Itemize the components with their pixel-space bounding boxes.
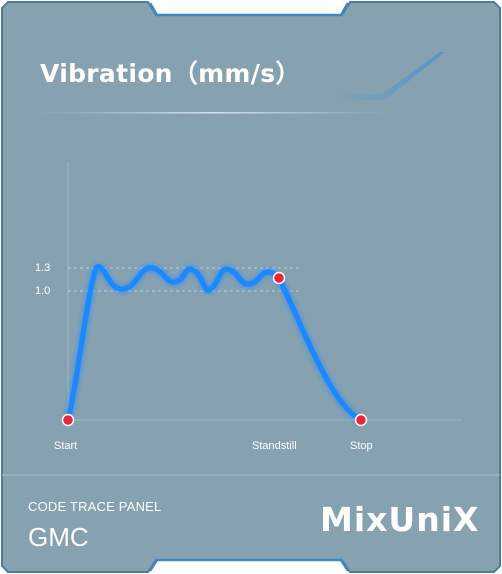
title-accent-stroke <box>330 52 445 100</box>
chart-area <box>61 162 462 427</box>
marker-stop <box>354 413 368 427</box>
footer-label: CODE TRACE PANEL <box>28 499 162 514</box>
brand-logo: MixUniX <box>320 500 480 539</box>
marker-start <box>61 413 75 427</box>
series-line-vibration <box>65 264 364 423</box>
marker-standstill <box>272 271 286 285</box>
panel-title: Vibration（mm/s） <box>40 59 301 88</box>
x-label-standstill: Standstill <box>252 440 297 452</box>
x-label-stop: Stop <box>350 440 373 452</box>
bottom-notch-accent <box>148 558 350 572</box>
y-tick-label-1-3: 1.3 <box>35 262 51 274</box>
y-tick-label-1-0: 1.0 <box>35 285 51 297</box>
title-underline <box>38 112 388 114</box>
footer-code: GMC <box>28 522 89 552</box>
x-label-start: Start <box>54 440 78 452</box>
top-notch-accent <box>148 2 350 17</box>
